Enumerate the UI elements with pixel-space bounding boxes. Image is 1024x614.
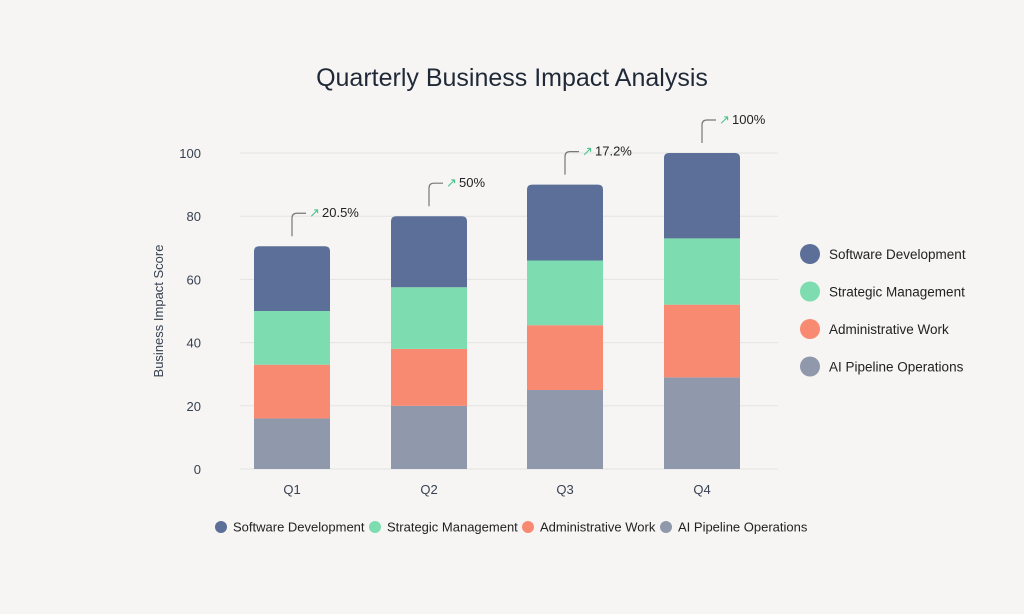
bar-segment	[664, 153, 740, 239]
legend-label: Strategic Management	[829, 285, 965, 300]
annotation-label: 100%	[732, 112, 766, 127]
legend-label: Software Development	[829, 247, 966, 262]
annotation-label: 20.5%	[322, 205, 359, 220]
y-tick-label: 80	[187, 209, 201, 224]
bar-segment	[254, 311, 330, 365]
trend-up-arrow-icon: ↗	[719, 112, 730, 127]
legend-label: Software Development	[233, 520, 365, 535]
legend-label: Administrative Work	[540, 520, 656, 535]
bar-segment	[391, 348, 467, 406]
legend-swatch	[800, 281, 820, 302]
trend-up-arrow-icon: ↗	[309, 205, 320, 220]
bar-segment	[391, 287, 467, 349]
bar-segment	[391, 405, 467, 469]
legend-swatch	[369, 521, 381, 533]
y-tick-label: 60	[187, 272, 201, 287]
trend-up-arrow-icon: ↗	[582, 144, 593, 159]
bar-segment	[254, 246, 330, 311]
legend-label: AI Pipeline Operations	[829, 360, 964, 375]
bar-segment	[254, 364, 330, 419]
y-tick-label: 40	[187, 336, 201, 351]
bar-segment	[664, 377, 740, 469]
legend-swatch	[800, 244, 820, 264]
legend-swatch	[660, 521, 672, 533]
chart-title: Quarterly Business Impact Analysis	[316, 64, 708, 92]
annotation-bracket	[291, 212, 306, 237]
annotation-label: 17.2%	[595, 144, 632, 159]
annotation-label: 50%	[459, 175, 485, 190]
y-tick-label: 0	[194, 462, 201, 477]
y-tick-label: 100	[179, 146, 201, 161]
legend-swatch	[215, 521, 227, 533]
annotation-bracket	[428, 182, 443, 207]
legend-label: Strategic Management	[387, 520, 518, 535]
trend-up-arrow-icon: ↗	[446, 175, 457, 190]
legend-swatch	[522, 521, 534, 533]
legend-swatch	[800, 319, 820, 339]
y-tick-label: 20	[187, 399, 201, 414]
bar-segment	[527, 390, 603, 469]
x-tick-label: Q4	[693, 482, 710, 497]
legend-label: Administrative Work	[829, 322, 949, 337]
bar-segment	[254, 418, 330, 469]
x-tick-label: Q2	[420, 482, 437, 497]
bar-segment	[527, 260, 603, 326]
x-tick-label: Q3	[556, 482, 573, 497]
legend-label: AI Pipeline Operations	[678, 520, 808, 535]
bar-segment	[527, 184, 603, 261]
legend-swatch	[800, 356, 820, 377]
annotation-bracket	[701, 119, 716, 143]
annotation-bracket	[564, 151, 579, 175]
y-axis-label: Business Impact Score	[151, 245, 166, 378]
bar-segment	[527, 325, 603, 390]
bar-segment	[664, 304, 740, 378]
x-tick-label: Q1	[283, 482, 300, 497]
bar-segment	[664, 238, 740, 305]
bar-segment	[391, 216, 467, 288]
